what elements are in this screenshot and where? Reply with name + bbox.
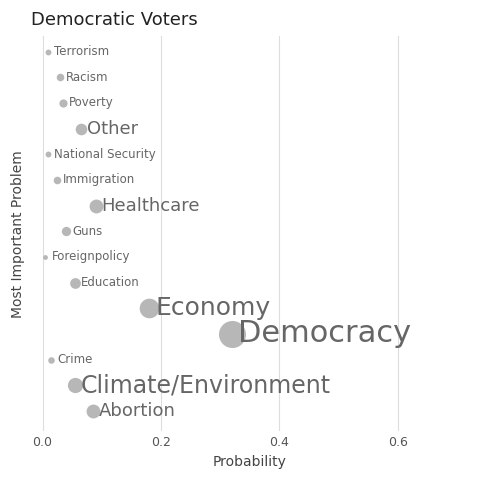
Text: Other: Other [87,120,138,138]
Point [42,253,49,261]
Text: Immigration: Immigration [63,173,135,186]
Text: Guns: Guns [72,225,102,238]
Point [60,99,67,107]
Text: Healthcare: Healthcare [102,197,200,215]
Point [45,48,52,56]
Point [71,382,79,389]
Point [71,279,79,287]
Text: Poverty: Poverty [69,96,114,109]
Point [48,356,55,363]
Y-axis label: Most Important Problem: Most Important Problem [11,150,25,318]
Point [45,150,52,158]
Text: Education: Education [81,276,140,289]
X-axis label: Probability: Probability [213,455,287,469]
Text: Climate/Environment: Climate/Environment [81,373,331,397]
Point [57,73,64,81]
Point [228,330,236,338]
Text: Democracy: Democracy [238,320,411,348]
Point [62,228,70,235]
Text: Racism: Racism [66,71,108,84]
Text: Crime: Crime [57,353,93,366]
Text: Democratic Voters: Democratic Voters [31,11,197,29]
Text: National Security: National Security [54,148,156,161]
Text: Foreignpolicy: Foreignpolicy [51,251,130,264]
Text: Terrorism: Terrorism [54,45,109,58]
Text: Abortion: Abortion [99,402,176,420]
Text: Economy: Economy [155,296,270,320]
Point [145,304,153,312]
Point [53,176,61,184]
Point [92,202,100,209]
Point [77,125,85,132]
Point [89,407,96,415]
